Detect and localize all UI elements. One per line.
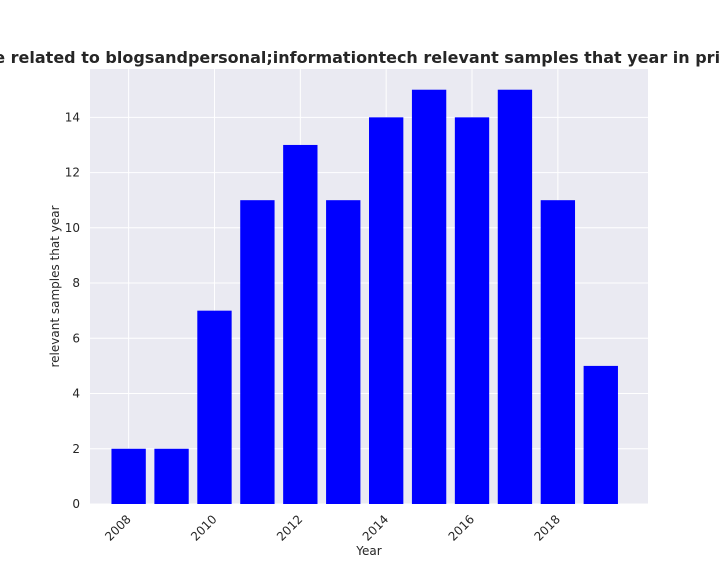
chart-title: ategories are related to blogsandpersona… bbox=[0, 48, 720, 67]
bar-2015 bbox=[411, 89, 447, 504]
y-tick-label: 0 bbox=[72, 497, 80, 511]
bar-2013 bbox=[326, 200, 361, 504]
bar-2008 bbox=[111, 448, 146, 504]
x-tick-label: 2018 bbox=[531, 512, 562, 543]
y-axis-label: relevant samples that year bbox=[48, 205, 62, 367]
bar-2014 bbox=[369, 117, 404, 504]
x-axis-label: Year bbox=[355, 544, 381, 558]
x-tick-label: 2010 bbox=[188, 512, 219, 543]
y-tick-label: 4 bbox=[72, 387, 80, 401]
y-tick-label: 14 bbox=[65, 110, 80, 124]
y-tick-label: 6 bbox=[72, 331, 80, 345]
bar-2010 bbox=[197, 310, 232, 504]
bar-2017 bbox=[497, 89, 533, 504]
x-tick-label: 2016 bbox=[446, 512, 477, 543]
y-tick-label: 8 bbox=[72, 276, 80, 290]
x-tick-label: 2008 bbox=[102, 512, 133, 543]
x-tick-label: 2014 bbox=[360, 512, 391, 543]
bar-2009 bbox=[154, 448, 189, 504]
bar-2012 bbox=[283, 144, 318, 504]
y-axis-ticks: 0 2 4 6 8 10 12 14 bbox=[65, 110, 80, 511]
y-tick-label: 2 bbox=[72, 442, 80, 456]
y-tick-label: 10 bbox=[65, 221, 80, 235]
x-tick-label: 2012 bbox=[274, 512, 305, 543]
bar-2019 bbox=[583, 365, 618, 504]
bars bbox=[111, 89, 618, 504]
bar-2018 bbox=[540, 200, 576, 504]
x-axis-ticks: 2008 2010 2012 2014 2016 2018 bbox=[102, 512, 563, 543]
bar-2011 bbox=[240, 200, 275, 504]
y-tick-label: 12 bbox=[65, 166, 80, 180]
bar-2016 bbox=[454, 117, 490, 504]
